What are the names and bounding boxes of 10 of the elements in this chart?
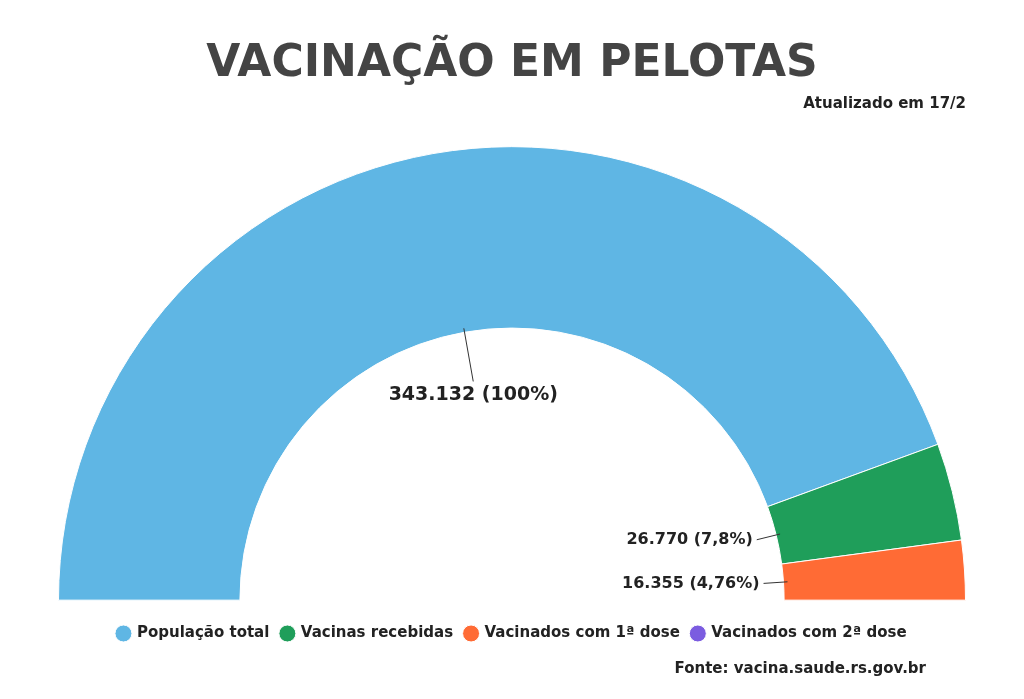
chart-subtitle: Atualizado em 17/2 — [803, 93, 966, 112]
chart-title: VACINAÇÃO EM PELOTAS — [206, 33, 818, 86]
legend-label: População total — [136, 623, 270, 642]
legend-label: Vacinados com 1ª dose — [484, 623, 680, 642]
legend-label: Vacinados com 2ª dose — [711, 623, 907, 642]
data-label: 26.770 (7,8%) — [626, 528, 753, 548]
legend-label: Vacinas recebidas — [300, 623, 454, 642]
data-label: 16.355 (4,76%) — [622, 572, 760, 592]
data-label: 343.132 (100%) — [388, 382, 558, 405]
source-note: Fonte: vacina.saude.rs.gov.br — [674, 659, 927, 678]
